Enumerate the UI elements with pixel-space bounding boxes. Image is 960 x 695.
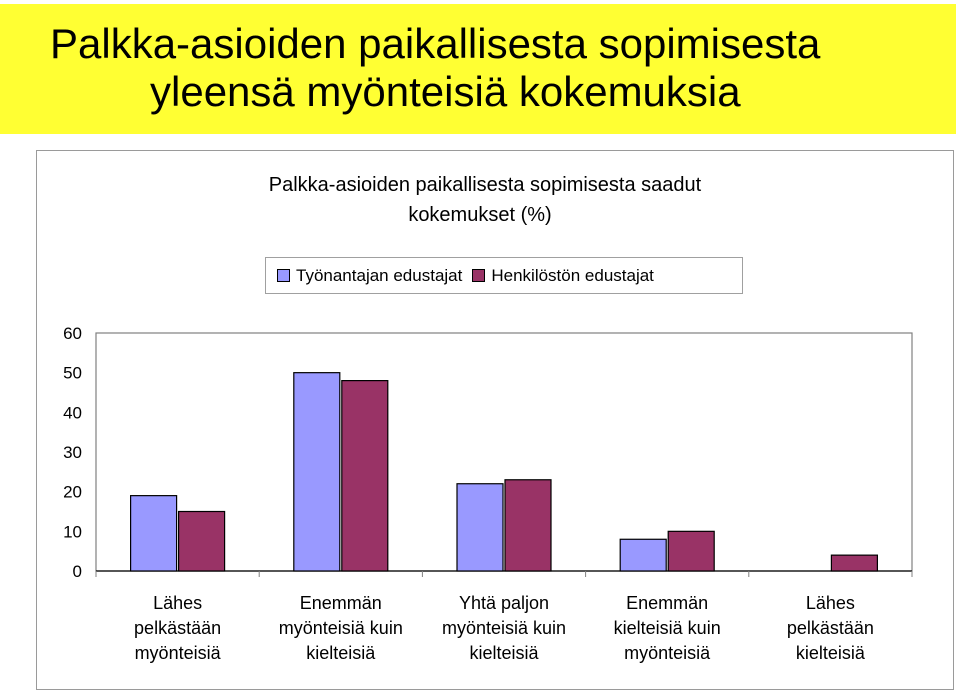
bar-staff-1 bbox=[178, 510, 226, 572]
legend-swatch-staff bbox=[472, 269, 486, 282]
x-category-label: Lähes pelkästään kielteisiä bbox=[748, 591, 912, 666]
bar-staff-4 bbox=[667, 530, 715, 572]
x-category-label-line: Enemmän bbox=[626, 593, 709, 613]
x-category-label: Enemmän kielteisiä kuin myönteisiä bbox=[585, 591, 749, 666]
bar-employer-2 bbox=[293, 372, 341, 572]
x-category-label: Lähes pelkästään myönteisiä bbox=[96, 591, 260, 666]
bar-staff-2 bbox=[341, 380, 389, 572]
page-title-line-1: Palkka-asioiden paikallisesta sopimisest… bbox=[50, 20, 821, 67]
chart-title-line-2: kokemukset (%) bbox=[408, 204, 552, 226]
legend-item-staff: Henkilöstön edustajat bbox=[472, 266, 654, 286]
page-title: Palkka-asioiden paikallisesta sopimisest… bbox=[50, 20, 820, 116]
legend-swatch-employer bbox=[277, 269, 290, 282]
x-category-label: Yhtä paljon myönteisiä kuin kielteisiä bbox=[422, 591, 586, 666]
legend-label-employer: Työnantajan edustajat bbox=[296, 265, 463, 285]
y-tick-label: 40 bbox=[63, 403, 82, 422]
x-category-label-line: myönteisiä kuin bbox=[278, 618, 403, 638]
y-tick-label: 20 bbox=[63, 483, 82, 502]
bar-employer-3 bbox=[456, 483, 504, 572]
y-tick-label: 50 bbox=[63, 364, 82, 383]
x-category-label-line: kielteisiä kuin bbox=[613, 618, 721, 638]
bar-employer-4 bbox=[619, 538, 667, 572]
bar-staff-3 bbox=[504, 479, 552, 572]
legend-label-staff: Henkilöstön edustajat bbox=[491, 265, 654, 285]
x-category-label-line: Enemmän bbox=[299, 593, 382, 613]
x-category-label-line: Lähes bbox=[153, 593, 203, 613]
y-tick-label: 60 bbox=[63, 324, 82, 343]
x-category-label: Enemmän myönteisiä kuin kielteisiä bbox=[259, 591, 423, 666]
chart-title: Palkka-asioiden paikallisesta sopimisest… bbox=[0, 170, 960, 230]
bar-staff-5 bbox=[830, 554, 879, 572]
x-category-label-line: myönteisiä kuin bbox=[441, 618, 567, 638]
x-category-label-line: myönteisiä bbox=[134, 643, 221, 663]
y-tick-label: 10 bbox=[63, 522, 82, 541]
chart-legend: Työnantajan edustajat Henkilöstön edusta… bbox=[265, 257, 743, 294]
chart-axes bbox=[95, 332, 913, 577]
x-category-label-line: kielteisiä bbox=[795, 643, 865, 663]
title-banner: Palkka-asioiden paikallisesta sopimisest… bbox=[0, 4, 956, 134]
x-category-label-line: pelkästään bbox=[134, 618, 222, 638]
x-category-label-line: Yhtä paljon bbox=[458, 593, 550, 613]
x-category-label-line: myönteisiä bbox=[624, 643, 711, 663]
x-category-label-line: kielteisiä bbox=[469, 643, 539, 663]
y-axis-ticks: 0 10 20 30 40 50 60 bbox=[63, 324, 82, 581]
chart-bars bbox=[130, 372, 879, 572]
x-category-label-line: Lähes bbox=[805, 593, 855, 613]
chart-frame bbox=[36, 150, 954, 690]
y-tick-label: 30 bbox=[63, 443, 82, 462]
legend-item-employer: Työnantajan edustajat bbox=[277, 266, 462, 286]
x-category-label-line: kielteisiä bbox=[306, 643, 376, 663]
page-title-line-2: yleensä myönteisiä kokemuksia bbox=[150, 68, 741, 115]
bar-employer-1 bbox=[130, 495, 178, 572]
x-category-label-line: pelkästään bbox=[786, 618, 874, 638]
y-tick-label: 0 bbox=[73, 562, 82, 581]
chart-title-line-1: Palkka-asioiden paikallisesta sopimisest… bbox=[268, 174, 702, 196]
